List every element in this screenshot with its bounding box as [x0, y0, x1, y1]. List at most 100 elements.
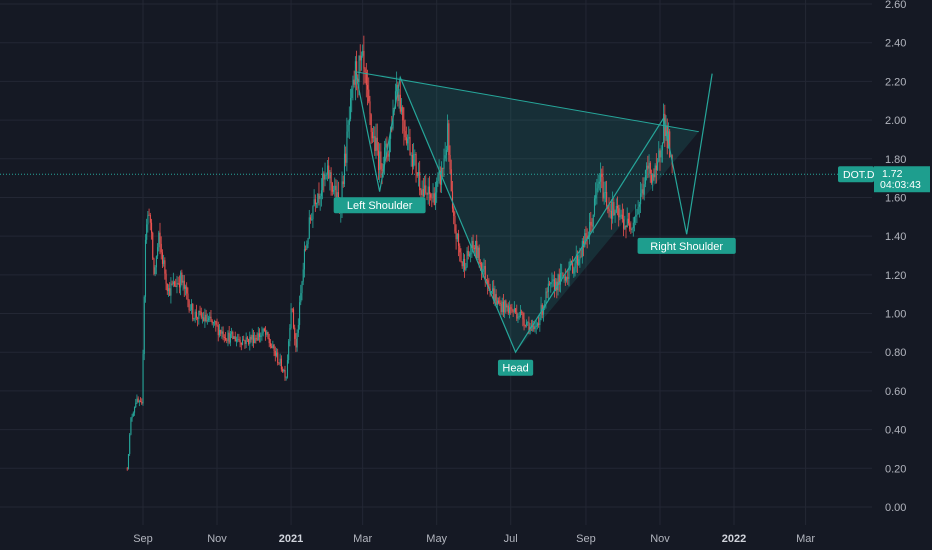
candle-body	[155, 256, 157, 268]
candle-body	[515, 308, 517, 313]
candle-body	[547, 283, 549, 292]
candle-body	[511, 308, 513, 311]
x-tick-label: Nov	[207, 533, 227, 545]
candle-body	[539, 317, 541, 325]
candle-body	[210, 316, 212, 321]
candle-body	[427, 186, 429, 195]
candle-body	[222, 331, 224, 338]
candle-body	[478, 247, 480, 264]
candle-body	[360, 55, 363, 61]
candle-body	[630, 229, 632, 230]
candle-body	[559, 272, 562, 285]
candle-body	[585, 233, 587, 236]
candle-body	[644, 170, 647, 185]
candle-body	[166, 283, 168, 292]
candle-body	[553, 279, 555, 291]
candle-body	[163, 260, 165, 264]
candle-body	[432, 193, 434, 198]
candle-body	[337, 192, 339, 201]
candle-body	[192, 304, 194, 320]
candle-body	[433, 193, 435, 205]
candle-body	[391, 127, 393, 129]
candle-body	[534, 326, 536, 330]
candle-body	[245, 337, 247, 344]
candle-body	[624, 225, 626, 229]
candle-body	[484, 265, 486, 280]
candle-body	[362, 50, 364, 56]
candle-body	[516, 312, 518, 319]
candle-body	[567, 277, 569, 279]
candle-body	[459, 245, 461, 253]
candle-body	[333, 190, 335, 192]
candle-body	[425, 185, 427, 193]
candle-body	[483, 265, 485, 270]
candle-body	[610, 210, 613, 219]
candle-body	[549, 283, 551, 285]
candle-body	[414, 154, 416, 155]
candle-body	[430, 194, 432, 198]
pattern-fill	[355, 71, 699, 353]
last-price-label: DOT.D 1.72 04:03:43	[838, 166, 930, 193]
y-tick-label: 0.60	[885, 386, 906, 398]
candle-body	[562, 272, 564, 278]
candle-body	[150, 222, 153, 233]
candle-body	[132, 412, 134, 417]
candle-body	[234, 336, 236, 342]
candle-body	[348, 118, 350, 125]
candle-body	[424, 185, 426, 197]
candle-body	[564, 276, 566, 281]
candle-body	[580, 256, 582, 258]
candle-body	[598, 181, 600, 184]
candle-body	[194, 311, 196, 319]
candle-body	[415, 154, 417, 173]
candle-body	[197, 317, 199, 319]
candle-body	[473, 247, 475, 250]
candle-body	[461, 261, 463, 267]
candle-body	[277, 352, 279, 363]
candle-body	[135, 402, 137, 408]
candle-body	[590, 221, 592, 226]
candle-body	[431, 197, 433, 199]
y-tick-label: 1.60	[885, 192, 906, 204]
candle-body	[650, 173, 653, 183]
candle-body	[661, 142, 664, 151]
candle-body	[652, 174, 654, 183]
candle-body	[259, 333, 261, 337]
candle-body	[623, 219, 625, 229]
candle-body	[521, 311, 523, 313]
candle-body	[233, 336, 235, 339]
y-tick-label: 1.20	[885, 270, 906, 282]
candle-body	[272, 344, 274, 348]
y-tick-label: 0.80	[885, 347, 906, 359]
candle-body	[663, 113, 665, 143]
candle-body	[271, 346, 273, 348]
candle-body	[620, 214, 622, 216]
candle-body	[518, 316, 520, 318]
candle-body	[504, 300, 506, 313]
candle-body	[477, 247, 479, 259]
candle-body	[177, 282, 179, 284]
candle-body	[370, 114, 372, 132]
candle-body	[342, 181, 344, 185]
annotation-label: Right Shoulder	[650, 241, 723, 253]
candle-body	[660, 150, 662, 158]
pattern-lines	[354, 71, 713, 354]
candle-body	[403, 120, 405, 132]
candle-body	[438, 170, 440, 176]
candle-body	[371, 131, 373, 139]
candle-body	[653, 174, 655, 178]
candle-body	[368, 89, 370, 102]
candle-body	[181, 272, 183, 283]
candle-body	[551, 280, 553, 283]
candle-body	[426, 192, 428, 195]
candle-body	[341, 181, 343, 208]
candle-body	[291, 308, 293, 310]
candle-body	[626, 218, 628, 228]
candle-body	[147, 214, 149, 225]
candle-body	[239, 340, 241, 343]
y-tick-label: 1.40	[885, 231, 906, 243]
candle-body	[437, 175, 439, 181]
annotations: Left Shoulder Head Right Shoulder	[333, 197, 736, 376]
